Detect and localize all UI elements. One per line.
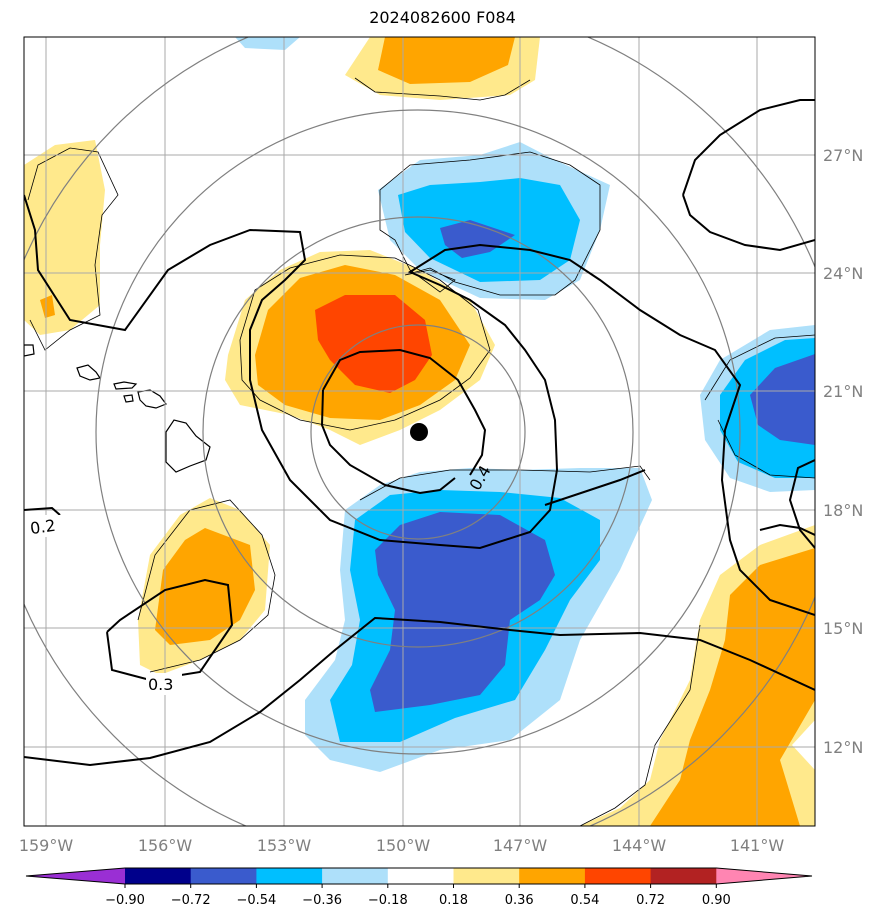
colorbar-segment xyxy=(256,868,323,884)
map-plot-area: 0.2 0.3 0.4 xyxy=(24,37,815,826)
colorbar-segment xyxy=(322,868,389,884)
hawaii-coastline xyxy=(24,344,211,473)
map-frame xyxy=(23,36,816,827)
colorbar-extend-high xyxy=(716,868,812,884)
colorbar-segment xyxy=(453,868,520,884)
lon-tick-label: 141°W xyxy=(730,836,785,855)
lon-tick-label: 147°W xyxy=(493,836,548,855)
positive-anomaly-area xyxy=(24,140,105,335)
colorbar-tick-label: −0.36 xyxy=(302,893,342,908)
lat-tick-label: 15°N xyxy=(823,619,863,638)
contour-label: 0.2 xyxy=(29,516,57,538)
colorbar-segment xyxy=(125,868,192,884)
positive-anomaly-area xyxy=(650,548,815,826)
lat-tick-label: 18°N xyxy=(823,501,863,520)
positive-anomaly-area xyxy=(378,37,515,84)
colorbar-tick-label: 0.72 xyxy=(636,893,665,908)
colorbar-segment xyxy=(190,868,257,884)
colorbar-extend-low xyxy=(26,868,125,884)
graticule xyxy=(24,37,815,826)
map-title: 2024082600 F084 xyxy=(369,8,516,27)
colorbar-tick-label: −0.54 xyxy=(236,893,276,908)
lat-tick-label: 21°N xyxy=(823,382,863,401)
distance-rings xyxy=(24,37,815,826)
colorbar-tick-label: 0.18 xyxy=(439,893,468,908)
longitude-labels: 159°W 156°W 153°W 150°W 147°W 144°W 141°… xyxy=(19,836,785,855)
colorbar-tick-label: −0.72 xyxy=(171,893,211,908)
negative-anomaly-area xyxy=(750,354,815,445)
storm-center-marker xyxy=(410,423,428,441)
thick-contours xyxy=(24,99,815,767)
colorbar-segment xyxy=(387,868,454,884)
colorbar-tick-label: −0.90 xyxy=(105,893,145,908)
latitude-labels: 27°N 24°N 21°N 18°N 15°N 12°N xyxy=(823,146,863,757)
lon-tick-label: 159°W xyxy=(19,836,74,855)
lat-tick-label: 12°N xyxy=(823,738,863,757)
lon-tick-label: 144°W xyxy=(612,836,667,855)
colorbar-segment xyxy=(584,868,652,884)
positive-anomaly-area xyxy=(792,720,815,770)
positive-anomaly-area xyxy=(155,528,255,645)
colorbar-segment xyxy=(519,868,586,884)
colorbar-tick-label: 0.90 xyxy=(702,893,731,908)
contour-label: 0.3 xyxy=(148,675,173,694)
colorbar-tick-label: 0.54 xyxy=(570,893,599,908)
lon-tick-label: 156°W xyxy=(138,836,193,855)
colorbar-tick-label: −0.18 xyxy=(368,893,408,908)
lat-tick-label: 24°N xyxy=(823,264,863,283)
contour-label-group: 0.2 0.3 0.4 xyxy=(28,462,495,695)
colorbar: −0.90 −0.72 −0.54 −0.36 −0.18 0.18 0.36 0.54 0.7… xyxy=(25,867,813,908)
colorbar-segment xyxy=(650,868,717,884)
positive-anomaly-area xyxy=(40,295,55,318)
lat-tick-label: 27°N xyxy=(823,146,863,165)
negative-anomaly-area xyxy=(370,512,555,712)
lon-tick-label: 150°W xyxy=(376,836,431,855)
colorbar-tick-label: 0.36 xyxy=(505,893,534,908)
lon-tick-label: 153°W xyxy=(257,836,312,855)
